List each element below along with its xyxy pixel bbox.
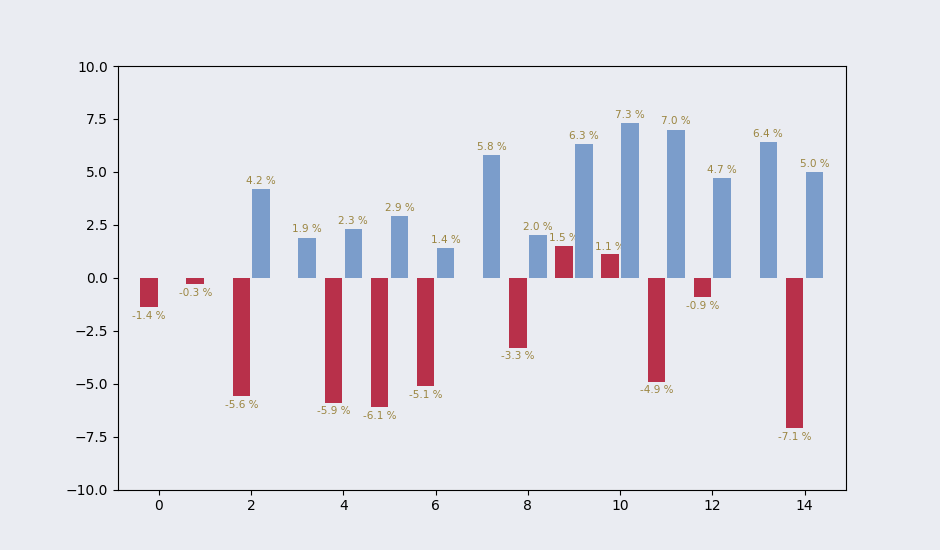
Text: -6.1 %: -6.1 % xyxy=(363,411,397,421)
Bar xyxy=(437,248,454,278)
Bar xyxy=(483,155,500,278)
Text: -1.4 %: -1.4 % xyxy=(133,311,165,321)
Text: 6.3 %: 6.3 % xyxy=(569,131,599,141)
Bar xyxy=(509,278,526,348)
Bar xyxy=(694,278,712,297)
Bar xyxy=(760,142,777,278)
Bar xyxy=(575,144,592,278)
Bar xyxy=(602,255,619,278)
Bar xyxy=(786,278,804,428)
Bar xyxy=(371,278,388,407)
Text: 4.7 %: 4.7 % xyxy=(707,165,737,175)
Text: 5.0 %: 5.0 % xyxy=(800,159,829,169)
Bar xyxy=(667,129,685,278)
Text: -0.9 %: -0.9 % xyxy=(685,301,719,311)
Bar xyxy=(324,278,342,403)
Bar xyxy=(299,238,316,278)
Bar xyxy=(713,178,731,278)
Text: 7.3 %: 7.3 % xyxy=(615,110,645,120)
Bar xyxy=(648,278,665,382)
Bar xyxy=(232,278,250,397)
Text: -5.1 %: -5.1 % xyxy=(409,389,443,399)
Text: -3.3 %: -3.3 % xyxy=(501,351,535,361)
Bar xyxy=(391,216,408,278)
Text: 2.0 %: 2.0 % xyxy=(523,222,553,232)
Text: -5.6 %: -5.6 % xyxy=(225,400,258,410)
Text: 2.3 %: 2.3 % xyxy=(338,216,368,226)
Text: 7.0 %: 7.0 % xyxy=(661,117,691,126)
Bar xyxy=(556,246,572,278)
Text: 1.1 %: 1.1 % xyxy=(595,242,625,252)
Text: -7.1 %: -7.1 % xyxy=(777,432,811,442)
Text: 1.5 %: 1.5 % xyxy=(549,233,579,244)
Text: 1.4 %: 1.4 % xyxy=(431,235,461,245)
Text: 5.8 %: 5.8 % xyxy=(477,142,507,152)
Bar xyxy=(345,229,362,278)
Text: -4.9 %: -4.9 % xyxy=(639,386,673,395)
Text: 4.2 %: 4.2 % xyxy=(246,175,276,186)
Bar xyxy=(140,278,158,307)
Bar xyxy=(806,172,823,278)
Text: 6.4 %: 6.4 % xyxy=(754,129,783,139)
Bar xyxy=(186,278,204,284)
Bar xyxy=(417,278,434,386)
Text: 1.9 %: 1.9 % xyxy=(292,224,322,234)
Text: -0.3 %: -0.3 % xyxy=(179,288,212,298)
Bar xyxy=(252,189,270,278)
Bar xyxy=(621,123,639,278)
Text: 2.9 %: 2.9 % xyxy=(384,203,415,213)
Bar xyxy=(529,235,546,278)
Text: -5.9 %: -5.9 % xyxy=(317,406,351,416)
